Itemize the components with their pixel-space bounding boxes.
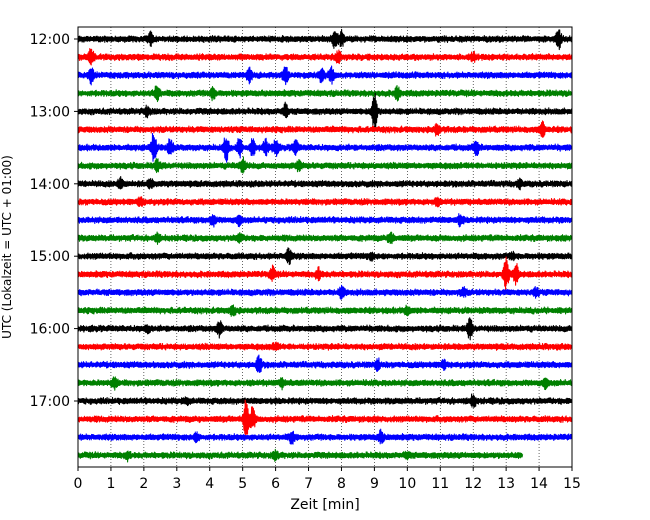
trace-row-1200	[77, 28, 573, 51]
trace-row-1715	[77, 399, 573, 437]
trace-row-1345	[77, 156, 573, 174]
y-tick-label: 12:00	[30, 32, 70, 48]
x-tick-label: 3	[172, 476, 181, 492]
y-tick-label: 14:00	[30, 177, 70, 193]
trace-row-1445	[77, 231, 573, 245]
plot-frame	[77, 26, 573, 468]
x-tick-label: 12	[464, 476, 482, 492]
trace-row-1745	[77, 448, 524, 463]
x-tick-label: 1	[106, 476, 115, 492]
trace-row-1700	[77, 393, 573, 408]
trace-row-1730	[77, 428, 573, 445]
x-tick-label: 4	[205, 476, 214, 492]
y-tick-label: 13:00	[30, 104, 70, 120]
trace-row-1315	[77, 120, 573, 139]
trace-row-1530	[77, 284, 573, 301]
x-tick-label: 8	[337, 476, 346, 492]
trace-row-1515	[77, 256, 573, 291]
trace-row-1430	[77, 213, 573, 228]
trace-row-1600	[77, 317, 573, 341]
trace-row-1215	[77, 48, 573, 66]
y-tick-label: 17:00	[30, 394, 70, 410]
x-tick-label: 2	[139, 476, 148, 492]
trace-row-1230	[77, 65, 573, 86]
x-tick-label: 13	[497, 476, 515, 492]
x-tick-label: 15	[563, 476, 581, 492]
x-tick-label: 11	[431, 476, 449, 492]
x-tick-label: 7	[304, 476, 313, 492]
x-axis: 0 1 2 3 4 5 6 7 8 9 10 11 12 13 14 15	[74, 467, 581, 492]
x-tick-label: 5	[238, 476, 247, 492]
x-tick-label: 14	[530, 476, 548, 492]
trace-row-1245	[77, 85, 573, 103]
trace-row-1645	[77, 376, 573, 391]
x-tick-label: 10	[398, 476, 416, 492]
trace-row-1330	[77, 133, 573, 163]
trace-row-1615	[77, 341, 573, 351]
trace-row-1500	[77, 247, 573, 266]
y-axis: 12:00 13:00 14:00 15:00 16:00 17:00	[30, 32, 78, 410]
trace-row-1630	[77, 354, 573, 373]
x-tick-label: 6	[271, 476, 280, 492]
x-tick-label: 0	[74, 476, 83, 492]
vertical-grid	[110, 27, 540, 467]
y-tick-label: 15:00	[30, 249, 70, 265]
trace-rows	[77, 28, 573, 463]
y-axis-label: UTC (Lokalzeit = UTC + 01:00)	[0, 155, 14, 339]
x-tick-label: 9	[370, 476, 379, 492]
trace-row-1300	[77, 92, 573, 129]
trace-row-1400	[77, 176, 573, 191]
trace-row-1415	[77, 196, 573, 208]
x-axis-label: Zeit [min]	[290, 497, 359, 513]
trace-row-1545	[77, 304, 573, 317]
y-tick-label: 16:00	[30, 322, 70, 338]
